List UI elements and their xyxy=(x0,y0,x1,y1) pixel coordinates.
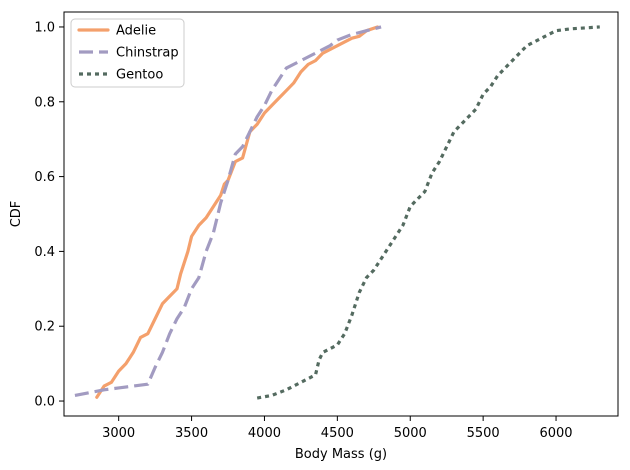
x-axis-ticks: 3000 3500 4000 4500 5000 5500 6000 xyxy=(102,416,573,441)
y-tick-label: 0.0 xyxy=(34,395,55,410)
x-tick-label: 5000 xyxy=(394,426,427,441)
series-line-gentoo xyxy=(256,25,600,400)
legend: Adelie Chinstrap Gentoo xyxy=(70,18,185,88)
x-tick-label: 3000 xyxy=(102,426,135,441)
y-axis-label: CDF xyxy=(9,201,24,228)
y-tick-label: 0.2 xyxy=(34,320,55,335)
legend-label-adelie: Adelie xyxy=(116,24,156,39)
x-tick-label: 4500 xyxy=(321,426,354,441)
legend-label-gentoo: Gentoo xyxy=(116,68,163,83)
y-tick-label: 0.6 xyxy=(34,170,55,185)
x-tick-label: 4000 xyxy=(248,426,281,441)
y-tick-label: 0.8 xyxy=(34,95,55,110)
series-line-chinstrap xyxy=(74,25,382,398)
y-tick-label: 0.4 xyxy=(34,245,55,260)
y-tick-label: 1.0 xyxy=(34,20,55,35)
legend-label-chinstrap: Chinstrap xyxy=(116,46,179,61)
legend-box xyxy=(70,18,185,88)
series-layer xyxy=(74,25,600,400)
x-axis-label: Body Mass (g) xyxy=(295,447,387,462)
y-axis-ticks: 0.0 0.2 0.4 0.6 0.8 1.0 xyxy=(34,20,64,410)
x-tick-label: 6000 xyxy=(539,426,572,441)
x-tick-label: 5500 xyxy=(467,426,500,441)
x-tick-label: 3500 xyxy=(175,426,208,441)
